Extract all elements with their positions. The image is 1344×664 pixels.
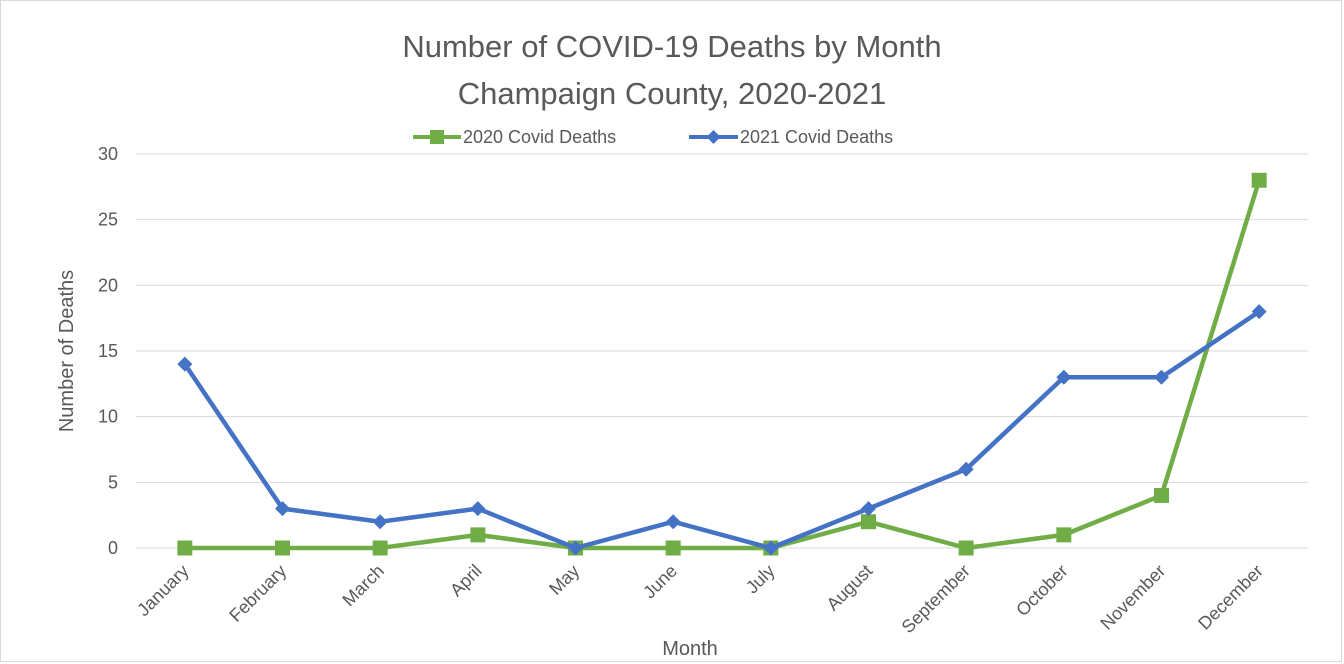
x-axis-ticks: January February March April May June July Augu… <box>133 561 1267 637</box>
data-point-diamond <box>275 501 290 517</box>
data-point-square <box>861 514 876 530</box>
series-group <box>177 172 1267 556</box>
x-tick-label: August <box>823 561 877 615</box>
data-point-square <box>1154 487 1169 503</box>
x-tick-label: June <box>639 561 681 603</box>
legend-label-2020: 2020 Covid Deaths <box>463 127 616 147</box>
data-point-diamond <box>568 540 583 556</box>
legend-label-2021: 2021 Covid Deaths <box>740 127 893 147</box>
data-point-diamond <box>763 540 779 556</box>
y-tick-label: 25 <box>98 210 118 230</box>
data-point-diamond <box>470 501 486 517</box>
data-point-square <box>177 540 193 556</box>
y-tick-label: 15 <box>98 341 118 361</box>
y-axis-title: Number of Deaths <box>56 270 78 432</box>
series-line <box>182 309 1262 551</box>
series-group <box>177 304 1267 556</box>
data-point-diamond <box>1251 304 1267 320</box>
data-point-square <box>275 540 290 556</box>
data-point-square <box>665 540 681 556</box>
chart-subtitle: Champaign County, 2020-2021 <box>458 76 887 111</box>
gridlines <box>136 153 1308 549</box>
x-tick-label: April <box>446 561 486 601</box>
y-axis-ticks: 0 5 10 15 20 25 30 <box>98 144 118 558</box>
series-lines <box>177 172 1267 556</box>
y-tick-label: 20 <box>98 275 118 295</box>
x-tick-label: September <box>898 561 974 637</box>
y-tick-label: 10 <box>98 407 118 427</box>
x-tick-label: January <box>133 561 192 620</box>
x-tick-label: May <box>545 561 583 599</box>
data-point-diamond <box>372 514 388 530</box>
data-point-diamond <box>1056 369 1072 385</box>
data-point-square <box>958 540 974 556</box>
legend-marker-diamond <box>706 130 721 144</box>
x-tick-label: December <box>1194 561 1267 634</box>
data-point-diamond <box>1154 369 1169 385</box>
x-tick-label: October <box>1012 561 1071 620</box>
x-axis-title: Month <box>662 638 718 660</box>
legend: 2020 Covid Deaths 2021 Covid Deaths <box>413 127 893 147</box>
data-point-square <box>1251 172 1267 188</box>
x-tick-label: February <box>225 561 290 626</box>
y-tick-label: 5 <box>108 472 118 492</box>
data-point-diamond <box>958 461 974 477</box>
data-point-square <box>372 540 388 556</box>
data-point-square <box>1056 527 1072 543</box>
chart-title: Number of COVID-19 Deaths by Month <box>402 29 941 64</box>
y-tick-label: 0 <box>108 538 118 558</box>
legend-marker-square <box>430 130 444 144</box>
x-tick-label: March <box>338 561 388 611</box>
x-tick-label: July <box>742 561 779 598</box>
data-point-square <box>470 527 486 543</box>
y-tick-label: 30 <box>98 144 118 164</box>
data-point-diamond <box>665 514 681 530</box>
data-point-diamond <box>177 356 193 372</box>
x-tick-label: November <box>1096 561 1169 634</box>
series-line <box>182 178 1262 551</box>
data-point-diamond <box>861 501 876 517</box>
